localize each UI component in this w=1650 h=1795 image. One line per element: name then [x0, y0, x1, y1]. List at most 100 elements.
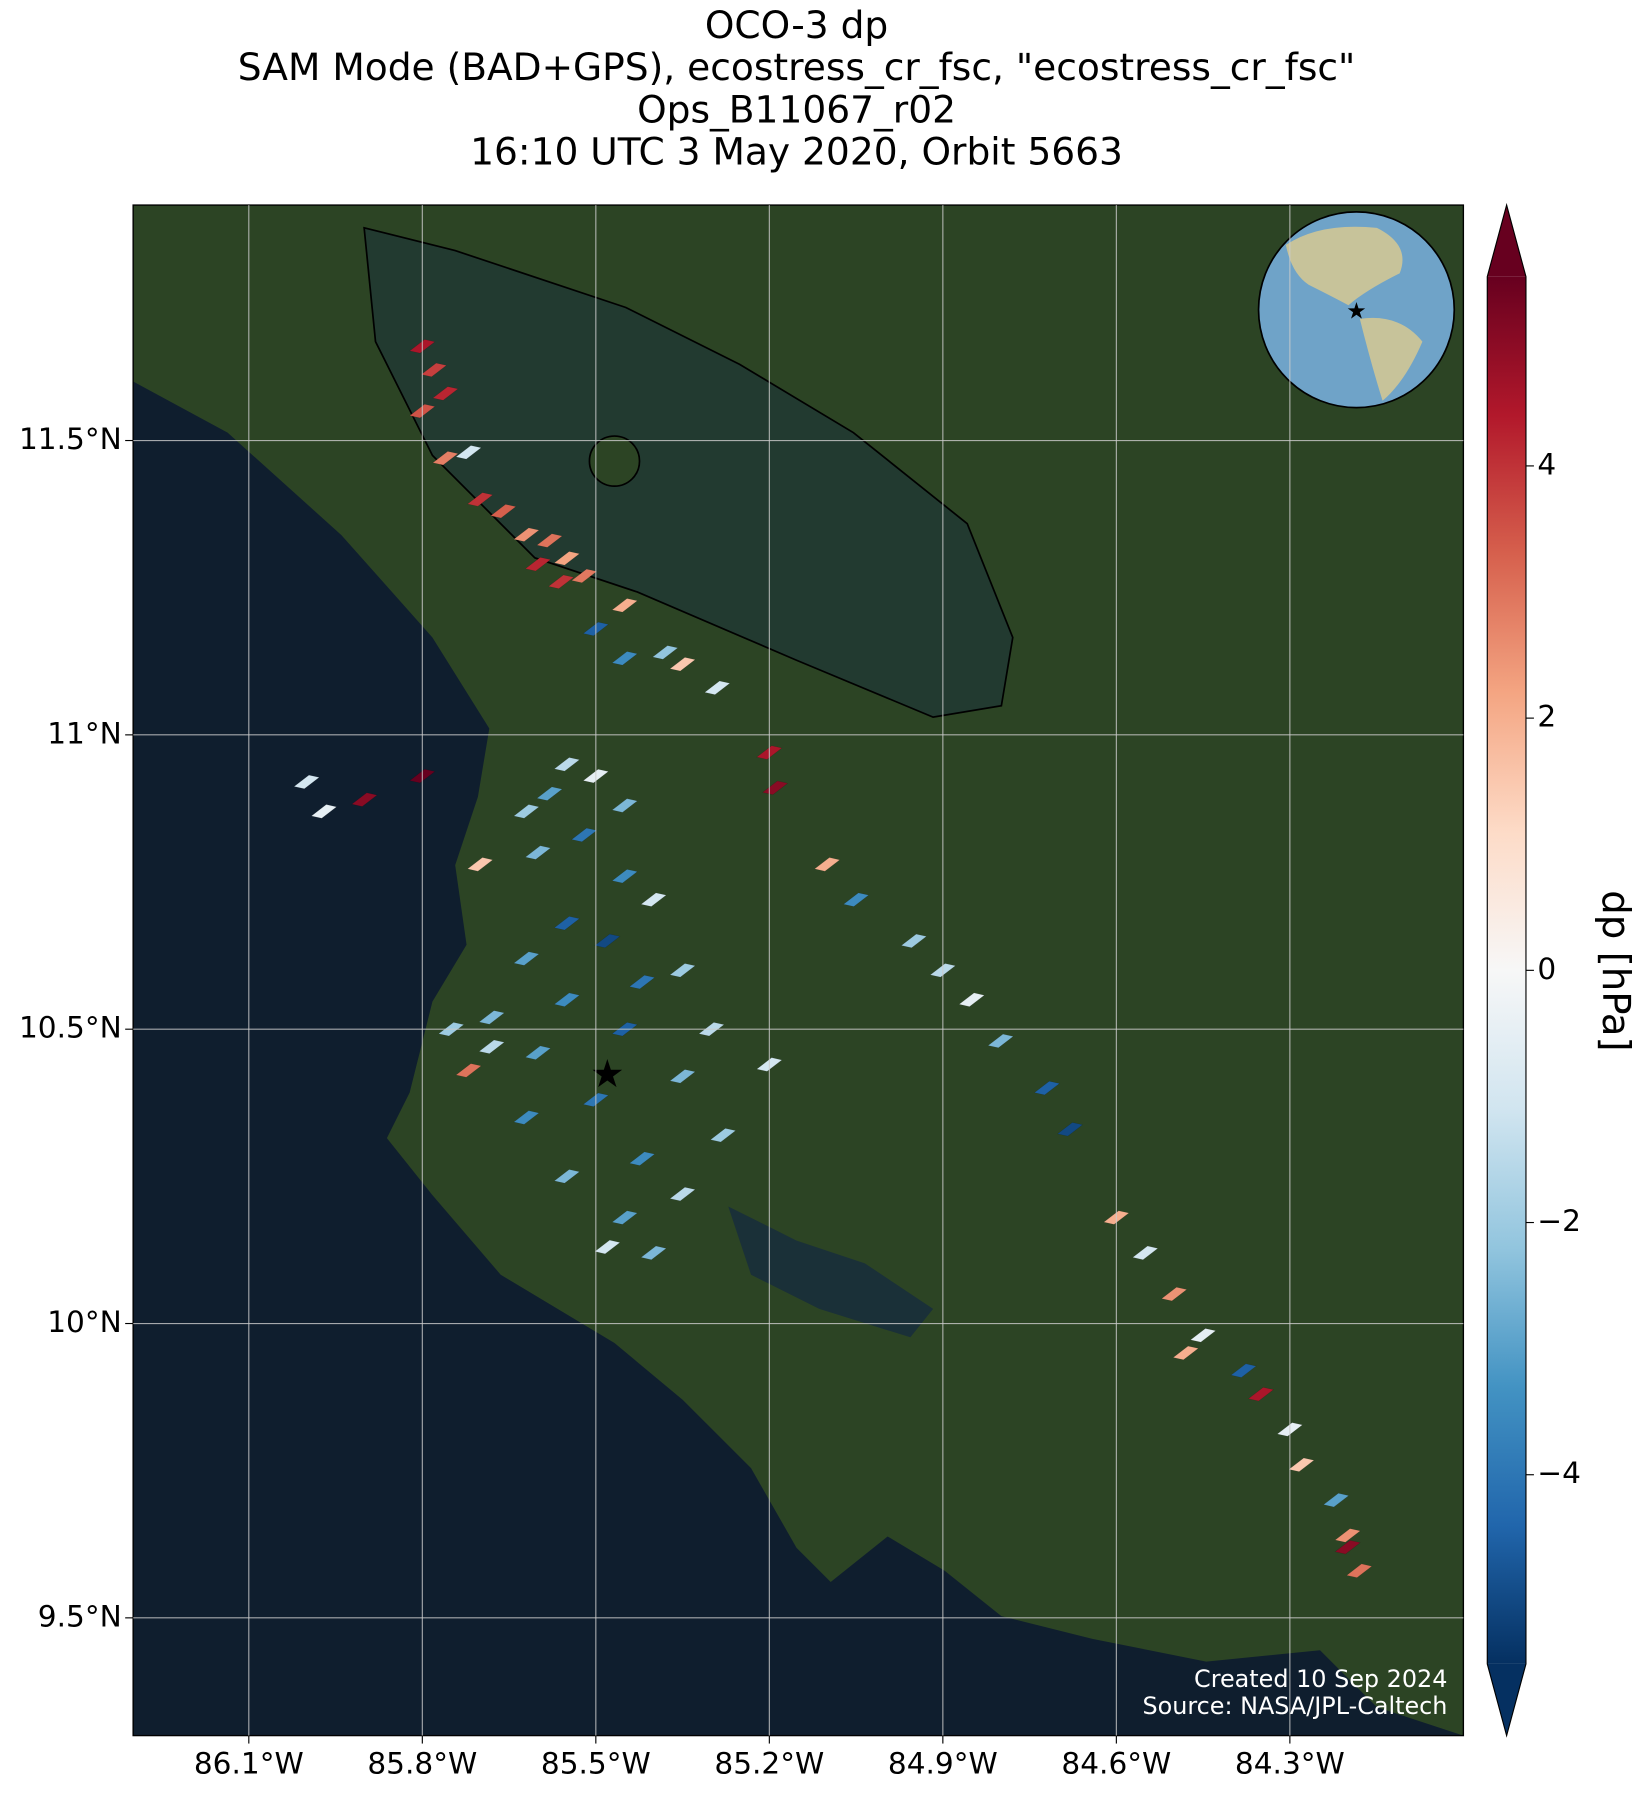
x-tick-label: 85.2°W [714, 1747, 824, 1781]
footprint [611, 598, 638, 613]
footprint [553, 992, 581, 1007]
footprint [958, 992, 985, 1007]
footprint [478, 1010, 505, 1025]
footprint [709, 1128, 737, 1143]
ocean [133, 381, 1464, 1736]
footprint [594, 1239, 621, 1255]
footprint [704, 680, 731, 695]
footprint [1334, 1528, 1361, 1543]
footprint [571, 568, 598, 584]
footprint [628, 974, 656, 990]
x-tick-label: 84.9°W [888, 1747, 998, 1781]
footprint [1172, 1345, 1199, 1361]
footprint [1334, 1540, 1361, 1555]
globe-star: ★ [1346, 299, 1366, 325]
y-tick-label: 10°N [47, 1305, 122, 1339]
colorbar-extend-high [1487, 205, 1526, 277]
colorbar-tick-label: −4 [1537, 1456, 1581, 1490]
footprint [594, 933, 621, 949]
footprint [1247, 1387, 1275, 1402]
y-tick-label: 9.5°N [38, 1599, 122, 1633]
chart-title: 16:10 UTC 3 May 2020, Orbit 5663 [470, 129, 1123, 173]
footprint [669, 1069, 696, 1084]
globe-inset: ★ [1257, 211, 1456, 409]
footprint [669, 963, 696, 978]
footprint [628, 1151, 656, 1166]
chart-title: SAM Mode (BAD+GPS), ecostress_cr_fsc, "e… [238, 45, 1356, 89]
footprint [1056, 1122, 1084, 1137]
x-tick-label: 86.1°W [194, 1747, 304, 1781]
footprint [1161, 1286, 1188, 1302]
footprint [669, 1186, 696, 1202]
footprint [611, 651, 638, 666]
footprint [455, 445, 482, 460]
x-tick-label: 85.5°W [541, 1747, 651, 1781]
plot-area: ★ [293, 339, 1373, 1578]
footprint [1322, 1492, 1350, 1508]
footprint [513, 527, 540, 542]
footprint [455, 1063, 482, 1078]
footprint [1230, 1363, 1257, 1378]
colorbar [1487, 276, 1526, 1664]
footprint [310, 804, 338, 819]
footprint [611, 869, 638, 884]
footprint [513, 804, 540, 819]
lake [363, 226, 1014, 719]
colorbar-tick-label: 2 [1537, 700, 1556, 734]
colorbar-tick-label: 4 [1537, 447, 1556, 481]
footprint [1132, 1245, 1159, 1261]
y-tick-label: 11°N [47, 716, 122, 750]
footprint [432, 386, 459, 401]
footprint [1189, 1328, 1217, 1343]
footprint [524, 845, 552, 860]
x-tick-label: 84.3°W [1235, 1747, 1345, 1781]
footprint [1346, 1563, 1373, 1578]
footprint [611, 798, 638, 813]
colorbar-label: dp [hPa] [1593, 890, 1638, 1051]
chart-title: Ops_B11067_r02 [637, 87, 956, 131]
footprint [652, 645, 679, 660]
footprint [490, 504, 517, 519]
footprint [611, 1210, 638, 1225]
colorbar-tick-label: 0 [1537, 952, 1556, 986]
footprint [669, 657, 696, 672]
colorbar-tick-label: −2 [1537, 1204, 1581, 1238]
footprint [571, 827, 598, 843]
footprint [640, 1245, 667, 1261]
footprint [553, 1169, 581, 1184]
island [588, 435, 641, 487]
footprint [536, 786, 563, 801]
y-tick-label: 10.5°N [19, 1011, 122, 1045]
gulf [728, 1206, 934, 1338]
footprint [900, 933, 928, 949]
credit: Source: NASA/JPL-Caltech [1142, 1692, 1447, 1720]
footprint [553, 757, 581, 772]
continents [1285, 226, 1423, 401]
footprint [1033, 1080, 1061, 1096]
footprint [478, 1039, 505, 1054]
footprint [524, 557, 552, 572]
footprint [553, 916, 581, 931]
y-tick-label: 11.5°N [19, 422, 122, 456]
footprint [1288, 1457, 1315, 1472]
footprint [842, 892, 870, 907]
x-tick-label: 85.8°W [367, 1747, 477, 1781]
footprint [814, 857, 841, 872]
footprint [536, 533, 563, 548]
footprint [513, 951, 540, 966]
colorbar-extend-low [1487, 1663, 1526, 1736]
colorbar-outline [1486, 202, 1527, 1738]
credit: Created 10 Sep 2024 [1194, 1665, 1447, 1693]
footprint [351, 792, 378, 807]
footprint [553, 551, 581, 566]
footprint [466, 857, 494, 872]
footprint [420, 362, 448, 378]
footprint [466, 492, 494, 507]
x-tick-label: 84.6°W [1061, 1747, 1171, 1781]
footprint [513, 1110, 540, 1125]
basemap [133, 205, 1464, 1736]
map-frame [132, 204, 1465, 1737]
footprint [547, 574, 575, 589]
footprint [987, 1033, 1014, 1049]
